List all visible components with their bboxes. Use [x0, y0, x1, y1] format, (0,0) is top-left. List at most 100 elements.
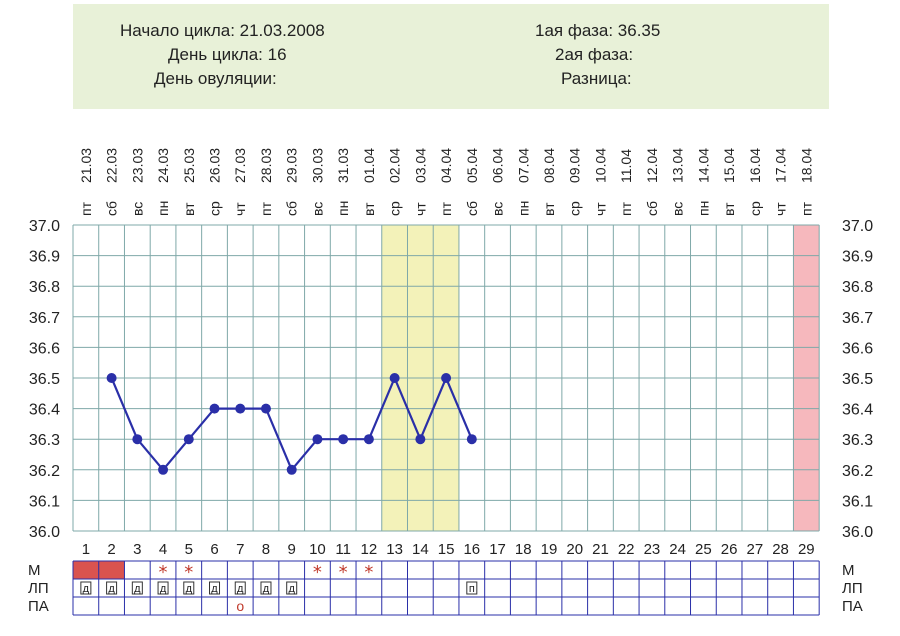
day-number: 24: [669, 541, 686, 558]
row-label-right: ЛП: [842, 580, 863, 597]
weekday-label: пн: [155, 201, 171, 216]
date-label: 11.04: [618, 149, 634, 183]
temperature-point: [209, 403, 220, 414]
day-number: 19: [541, 541, 558, 558]
weekday-label: пт: [438, 201, 454, 216]
row-label-left: ЛП: [28, 580, 49, 597]
date-label: 23.03: [129, 148, 145, 183]
symbol-box: [157, 581, 169, 595]
temperature-point: [312, 434, 323, 445]
day-number: 13: [386, 541, 403, 558]
symbol-star: *: [159, 562, 168, 583]
date-label: 24.03: [155, 148, 171, 183]
date-label: 16.04: [747, 148, 763, 183]
y-tick-label-right: 36.4: [842, 402, 873, 419]
date-label: 15.04: [721, 148, 737, 183]
day-number: 23: [644, 541, 661, 558]
day-number: 3: [133, 541, 141, 558]
phase1-text: 1ая фаза: 36.35: [535, 21, 661, 40]
symbol-letter: д: [211, 583, 218, 595]
date-label: 17.04: [773, 148, 789, 183]
weekday-label: чт: [412, 202, 428, 216]
symbol-box: [209, 581, 221, 595]
row-label-right: М: [842, 562, 855, 579]
day-number: 26: [721, 541, 738, 558]
y-tick-label-left: 36.8: [29, 279, 60, 296]
symbol-letter: д: [83, 583, 90, 595]
y-tick-label-right: 36.5: [842, 371, 873, 388]
date-label: 10.04: [592, 148, 608, 183]
day-number: 7: [236, 541, 244, 558]
day-number: 12: [361, 541, 378, 558]
weekday-label: вс: [670, 202, 686, 216]
day-number: 14: [412, 541, 429, 558]
date-label: 21.03: [78, 148, 94, 183]
date-label: 05.04: [464, 148, 480, 183]
symbol-star: *: [313, 562, 322, 583]
day-number: 9: [288, 541, 296, 558]
difference-text: Разница:: [561, 69, 632, 88]
weekday-label: пн: [515, 201, 531, 216]
symbol-box: [80, 581, 92, 595]
day-number: 22: [618, 541, 635, 558]
y-tick-label-left: 36.1: [29, 493, 60, 510]
y-tick-label-right: 36.2: [842, 463, 873, 480]
weekday-label: пт: [78, 201, 94, 216]
date-label: 08.04: [541, 148, 557, 183]
day-number: 10: [309, 541, 326, 558]
day-number: 5: [185, 541, 193, 558]
y-tick-label-left: 36.5: [29, 371, 60, 388]
date-label: 30.03: [309, 148, 325, 183]
y-tick-label-right: 36.1: [842, 493, 873, 510]
weekday-label: ср: [387, 201, 403, 216]
menstruation-cell: [73, 561, 99, 579]
date-label: 28.03: [258, 148, 274, 183]
day-number: 27: [747, 541, 764, 558]
date-label: 04.04: [438, 148, 454, 183]
y-tick-label-left: 36.2: [29, 463, 60, 480]
y-tick-label-left: 36.4: [29, 402, 60, 419]
row-label-left: М: [28, 562, 41, 579]
weekday-label: сб: [644, 201, 660, 216]
date-label: 26.03: [207, 148, 223, 183]
symbol-star: *: [364, 562, 373, 583]
symbol-box: [234, 581, 246, 595]
temperature-point: [235, 403, 246, 414]
ovulation-day-text: День овуляции:: [154, 69, 277, 88]
symbol-box: [106, 581, 118, 595]
weekday-label: вс: [309, 202, 325, 216]
symbol-box: [260, 581, 272, 595]
symbol-letter: д: [186, 583, 193, 595]
temperature-point: [286, 464, 297, 475]
symbol-box: [286, 581, 298, 595]
weekday-label: пт: [798, 201, 814, 216]
y-tick-label-left: 36.0: [29, 524, 60, 541]
symbol-letter: д: [288, 583, 295, 595]
date-label: 02.04: [387, 148, 403, 183]
temperature-point: [106, 373, 117, 383]
row-label-right: ПА: [842, 598, 863, 615]
date-label: 14.04: [695, 148, 711, 183]
weekday-label: сб: [284, 201, 300, 216]
weekday-label: чт: [232, 202, 248, 216]
day-number: 16: [463, 541, 480, 558]
symbol-box: [183, 581, 195, 595]
day-number: 11: [335, 541, 351, 558]
weekday-label: вт: [541, 202, 557, 216]
symbol-letter: д: [160, 583, 167, 595]
day-number: 28: [772, 541, 789, 558]
temperature-point: [183, 434, 194, 445]
temperature-point: [260, 403, 271, 414]
cycle-start-text: Начало цикла: 21.03.2008: [120, 21, 325, 40]
weekday-label: сб: [104, 201, 120, 216]
weekday-label: вс: [490, 202, 506, 216]
symbol-box: [131, 581, 143, 595]
symbol-box: [466, 581, 478, 595]
y-tick-label-left: 36.3: [29, 432, 60, 449]
y-tick-label-left: 36.9: [29, 249, 60, 266]
date-label: 27.03: [232, 148, 248, 183]
y-tick-label-left: 37.0: [29, 218, 60, 235]
day-number: 2: [107, 541, 115, 558]
date-label: 07.04: [515, 148, 531, 183]
